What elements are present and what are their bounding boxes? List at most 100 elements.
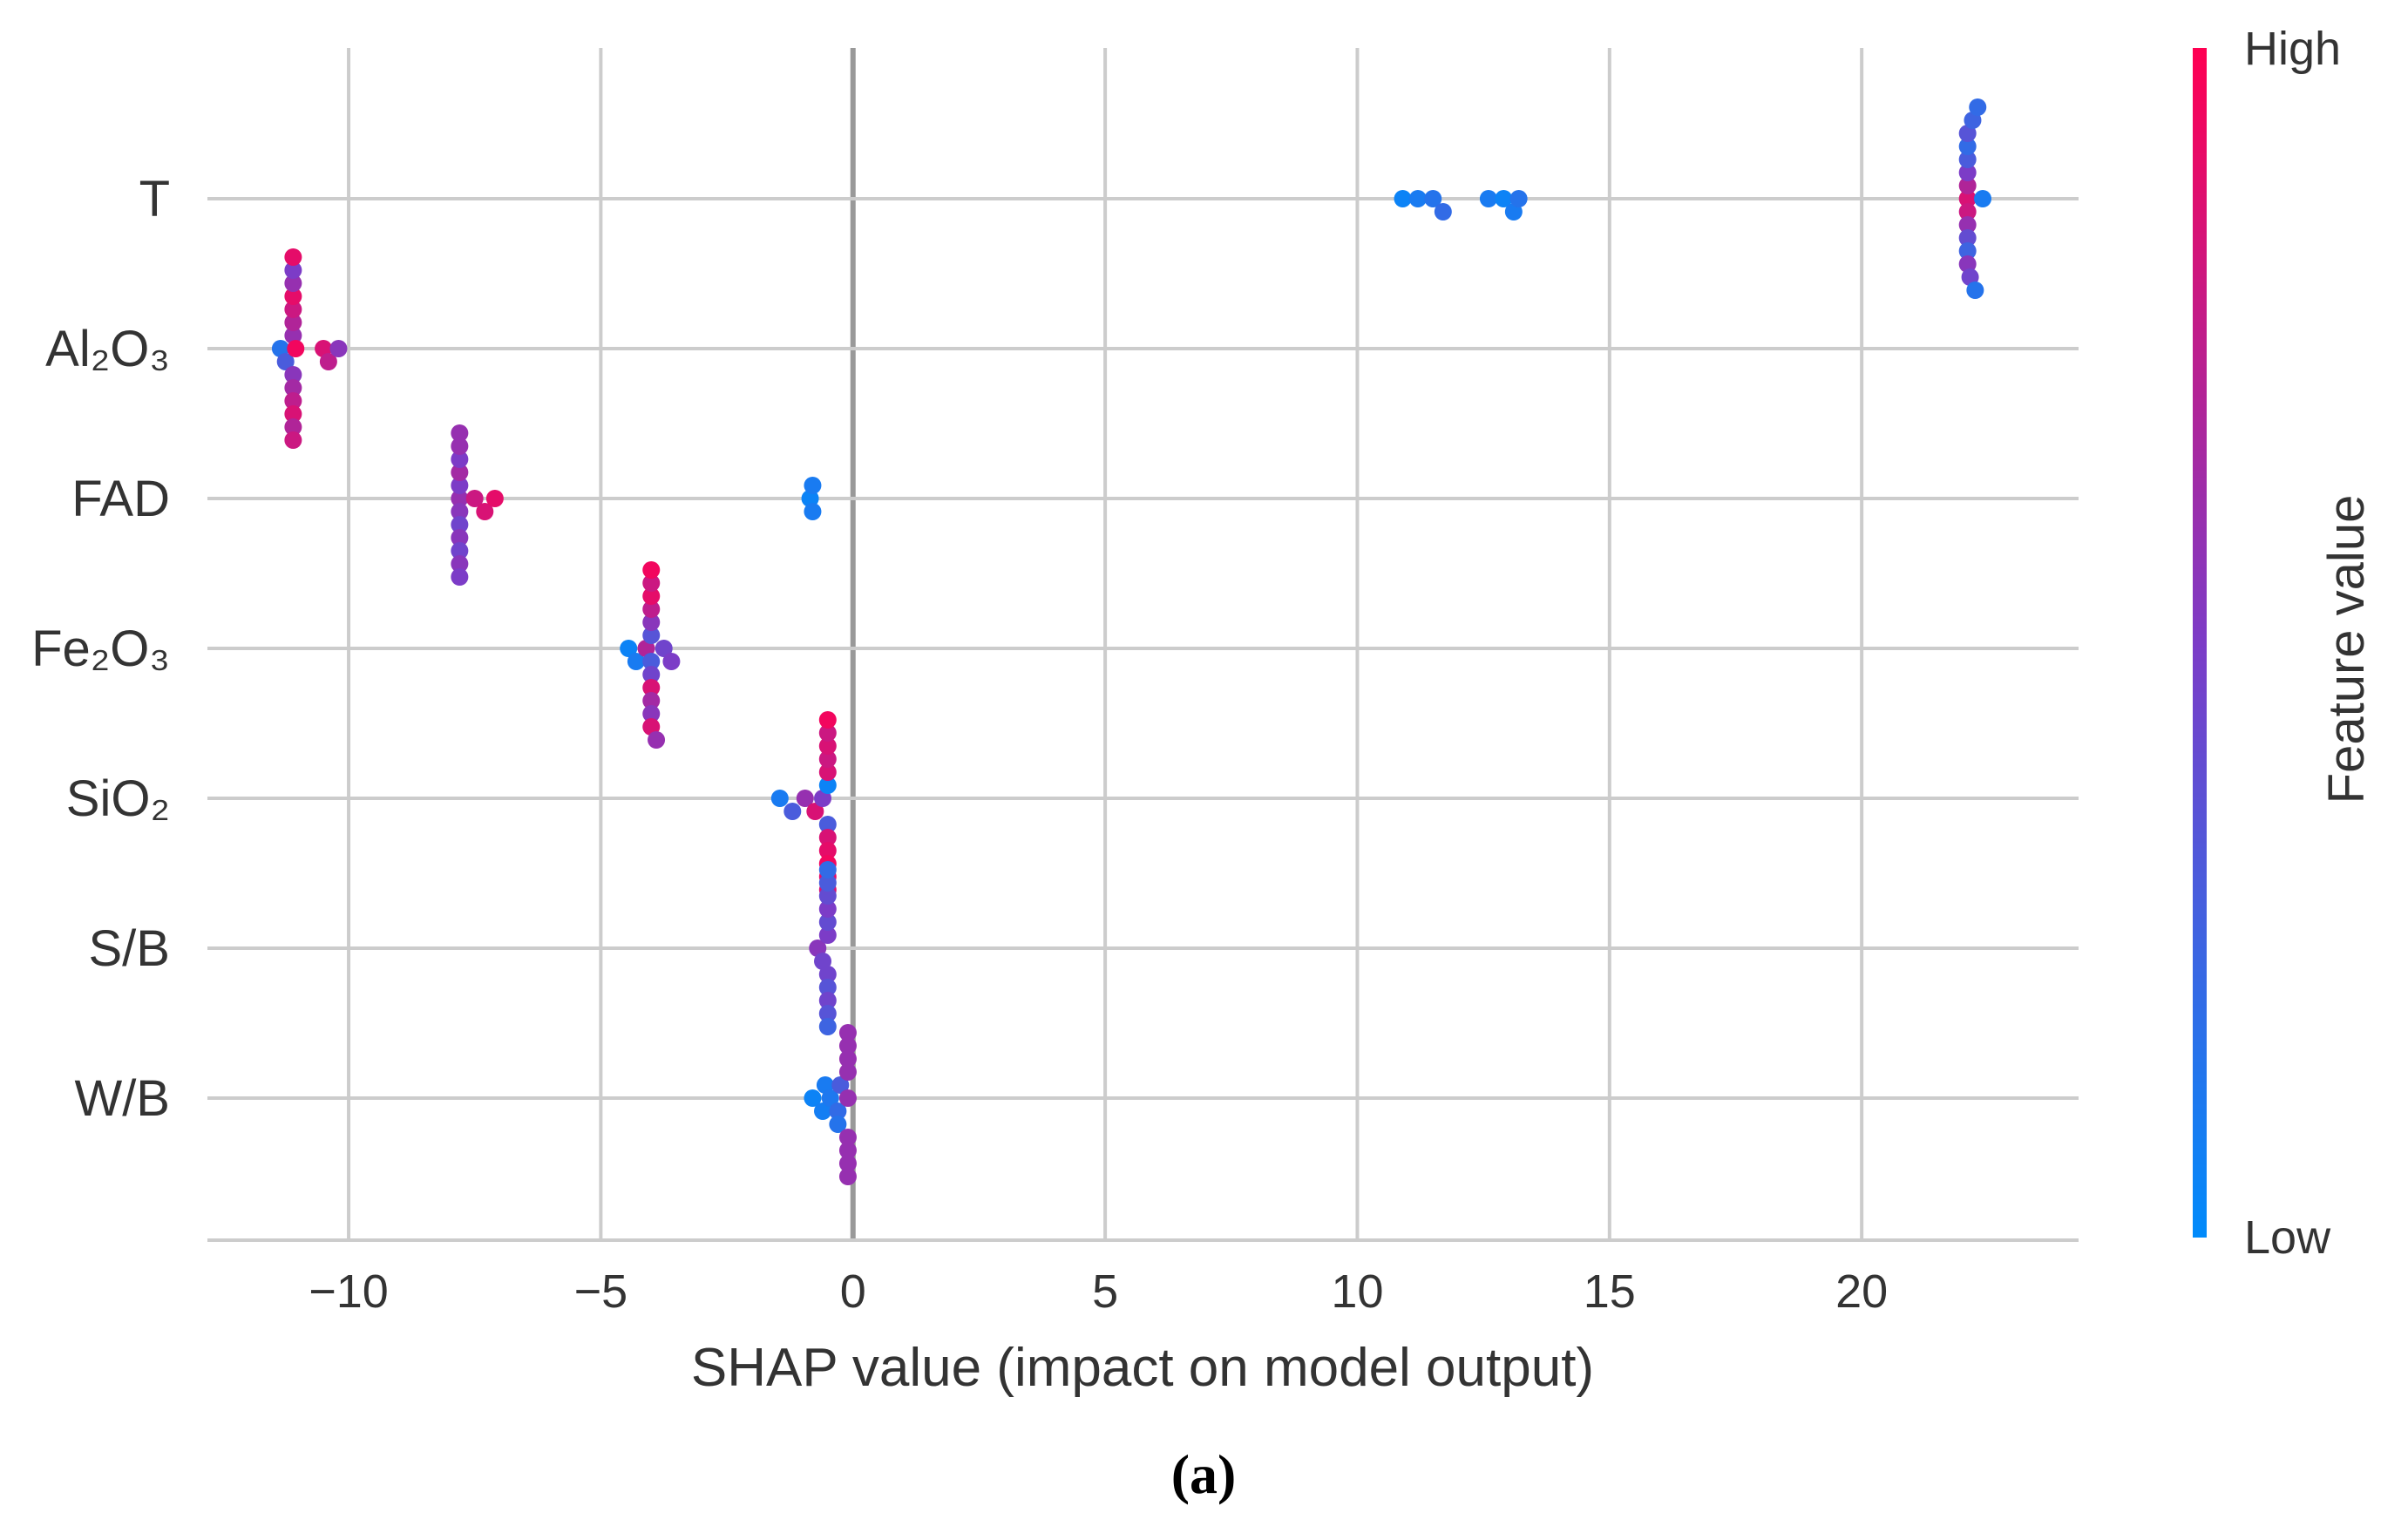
- shap-point: [284, 261, 302, 279]
- x-tick-label: −5: [574, 1265, 628, 1318]
- colorbar: [2193, 48, 2207, 1238]
- shap-point: [1966, 282, 1984, 299]
- shap-point: [485, 490, 504, 507]
- shap-point: [284, 418, 302, 436]
- shap-point: [818, 992, 837, 1009]
- shap-point: [1969, 98, 1987, 116]
- shap-point: [1504, 203, 1523, 220]
- shap-point: [818, 926, 837, 944]
- shap-point: [801, 490, 819, 507]
- shap-point: [315, 340, 333, 357]
- subfigure-caption: (a): [1171, 1443, 1237, 1505]
- shap-point: [818, 737, 837, 755]
- shap-point: [451, 516, 469, 533]
- shap-dots: [271, 98, 1992, 1185]
- shap-point: [451, 503, 469, 520]
- shap-point: [1479, 190, 1497, 207]
- shap-point: [814, 953, 832, 970]
- shap-point: [476, 503, 494, 520]
- shap-point: [1958, 164, 1977, 181]
- shap-point: [829, 1102, 847, 1120]
- shap-point: [814, 1102, 832, 1120]
- shap-point: [818, 829, 837, 846]
- shap-point: [818, 763, 837, 781]
- shap-point: [838, 1168, 857, 1185]
- shap-point: [838, 1142, 857, 1159]
- x-axis-label: SHAP value (impact on model output): [691, 1338, 1594, 1398]
- shap-point: [284, 275, 302, 292]
- shap-point: [627, 653, 645, 670]
- shap-point: [818, 979, 837, 996]
- shap-point: [642, 561, 661, 579]
- shap-point: [1958, 151, 1977, 168]
- shap-point: [642, 600, 661, 618]
- shap-point: [284, 405, 302, 423]
- shap-point: [818, 1005, 837, 1022]
- shap-point: [637, 640, 655, 657]
- shap-point: [451, 464, 469, 481]
- shap-point: [1434, 203, 1452, 220]
- shap-point: [783, 803, 802, 820]
- shap-point: [642, 679, 661, 696]
- shap-point: [838, 1155, 857, 1172]
- shap-point: [1964, 112, 1982, 129]
- shap-point: [284, 248, 302, 266]
- shap-point: [329, 340, 348, 357]
- shap-point: [451, 568, 469, 586]
- colorbar-high-label: High: [2244, 23, 2341, 75]
- shap-point: [642, 587, 661, 605]
- shap-point: [451, 529, 469, 546]
- shap-point: [818, 1018, 837, 1035]
- shap-point: [642, 574, 661, 592]
- shap-point: [465, 490, 484, 507]
- shap-point: [818, 816, 837, 833]
- shap-point: [451, 438, 469, 455]
- shap-point: [818, 724, 837, 742]
- shap-point: [1958, 125, 1977, 142]
- shap-point: [1961, 268, 1979, 286]
- shap-point: [451, 542, 469, 560]
- shap-point: [770, 790, 789, 807]
- feature-label: Al₂O₃: [45, 321, 170, 377]
- shap-point: [818, 777, 837, 794]
- feature-label: FAD: [71, 471, 170, 527]
- shap-point: [1958, 190, 1977, 207]
- shap-point: [818, 887, 837, 905]
- x-tick-label: 15: [1584, 1265, 1636, 1318]
- shap-point: [642, 614, 661, 631]
- shap-point: [804, 503, 822, 520]
- shap-point: [451, 451, 469, 468]
- shap-point: [814, 790, 832, 807]
- shap-point: [451, 477, 469, 494]
- shap-point: [1958, 177, 1977, 194]
- shap-point: [642, 653, 661, 670]
- shap-point: [287, 340, 305, 357]
- shap-point: [1424, 190, 1442, 207]
- shap-point: [1495, 190, 1513, 207]
- shap-point: [1958, 242, 1977, 260]
- shap-point: [284, 366, 302, 383]
- shap-point: [284, 379, 302, 397]
- shap-point: [806, 803, 824, 820]
- shap-point: [1408, 190, 1427, 207]
- shap-point: [818, 861, 837, 878]
- shap-point: [1958, 216, 1977, 234]
- shap-point: [1394, 190, 1412, 207]
- shap-point: [451, 555, 469, 573]
- x-tick-label: 0: [840, 1265, 866, 1318]
- shap-point: [821, 1089, 839, 1107]
- shap-point: [284, 431, 302, 449]
- shap-point: [1974, 190, 1992, 207]
- shap-point: [284, 301, 302, 318]
- shap-point: [1509, 190, 1528, 207]
- colorbar-low-label: Low: [2244, 1211, 2331, 1264]
- feature-label: Fe₂O₃: [31, 621, 170, 677]
- shap-point: [838, 1024, 857, 1041]
- shap-point: [271, 340, 289, 357]
- shap-point: [1958, 255, 1977, 273]
- shap-point: [284, 288, 302, 305]
- shap-point: [809, 939, 827, 957]
- shap-point: [662, 653, 681, 670]
- y-axis-labels: T Al₂O₃ FAD Fe₂O₃ SiO₂ S/B W/B: [31, 171, 170, 1127]
- shap-point: [451, 490, 469, 507]
